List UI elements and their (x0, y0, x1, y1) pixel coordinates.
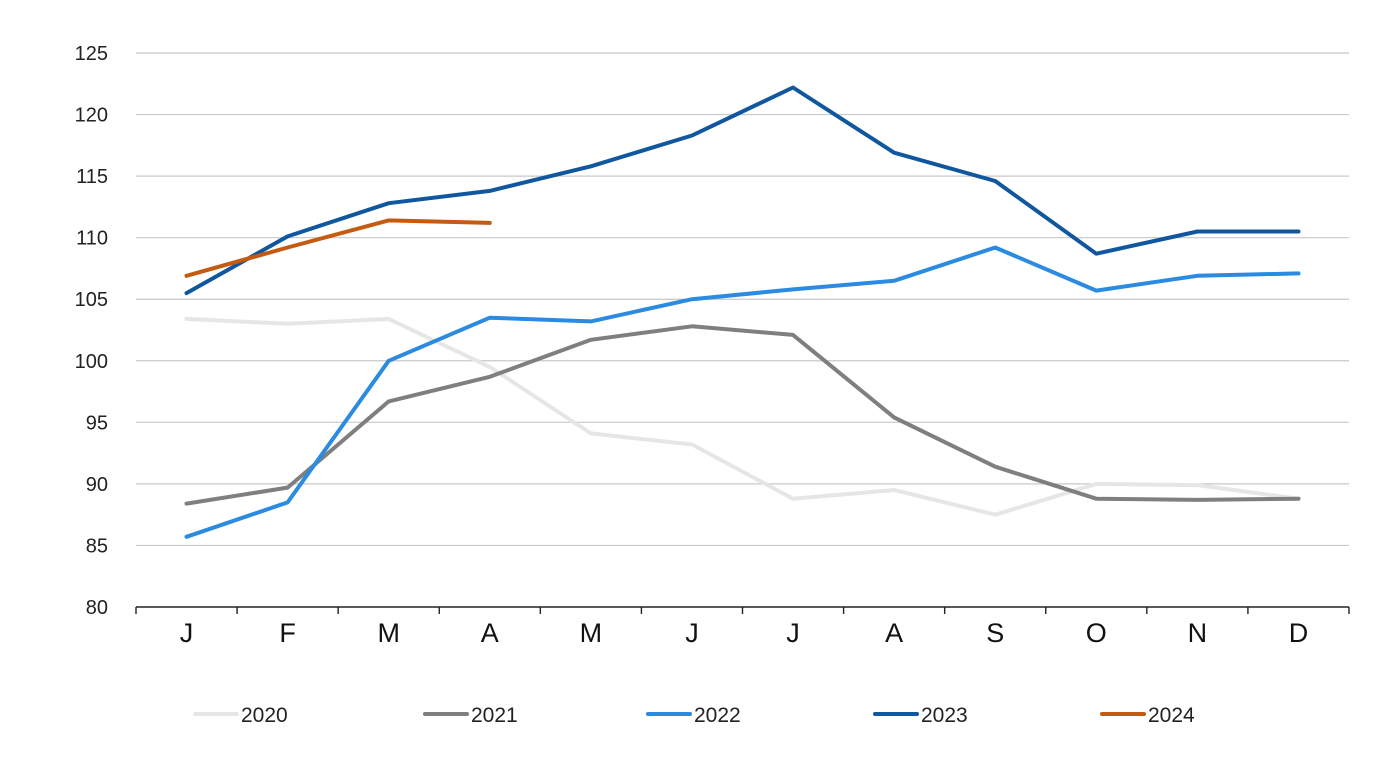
x-tick-label: J (685, 618, 699, 648)
x-tick-label: M (377, 618, 400, 648)
y-tick-label: 100 (75, 351, 108, 373)
legend-item-2023: 2023 (873, 704, 968, 727)
y-tick-label: 120 (75, 105, 108, 127)
legend-label: 2021 (471, 704, 518, 727)
x-tick-label: D (1289, 618, 1309, 648)
tick-labels: 80 85 90 95 100 105 110 115 120 125 J F M A M J J A S O N D (75, 43, 1309, 648)
x-tick-label: A (885, 618, 903, 648)
series-line-2024 (184, 218, 492, 278)
axes (135, 606, 1350, 614)
legend: 2020 2021 2022 2023 2024 (193, 704, 1195, 727)
legend-label: 2024 (1148, 704, 1195, 727)
legend-item-2021: 2021 (423, 704, 518, 727)
x-tick-label: F (279, 618, 296, 648)
legend-item-2020: 2020 (193, 704, 288, 727)
y-tick-label: 95 (86, 412, 108, 434)
x-tick-label: J (786, 618, 800, 648)
y-tick-label: 105 (75, 289, 108, 311)
y-tick-label: 80 (86, 597, 108, 619)
series-line-2022 (184, 245, 1301, 539)
series-line-2023 (184, 85, 1301, 296)
y-tick-label: 125 (75, 43, 108, 65)
legend-item-2024: 2024 (1100, 704, 1195, 727)
legend-label: 2022 (694, 704, 741, 727)
series-lines (184, 85, 1301, 539)
x-tick-label: O (1086, 618, 1107, 648)
y-tick-label: 85 (86, 535, 108, 557)
gridlines (136, 52, 1349, 547)
legend-label: 2023 (921, 704, 968, 727)
legend-item-2022: 2022 (646, 704, 741, 727)
x-tick-label: S (986, 618, 1004, 648)
x-tick-label: A (481, 618, 499, 648)
legend-label: 2020 (241, 704, 288, 727)
x-tick-label: J (180, 618, 194, 648)
series-line-2021 (184, 324, 1301, 506)
y-tick-label: 115 (76, 166, 108, 188)
y-tick-label: 110 (76, 228, 108, 250)
series-line-2020 (184, 316, 1301, 517)
x-tick-label: N (1188, 618, 1208, 648)
x-tick-label: M (580, 618, 603, 648)
y-tick-label: 90 (86, 474, 108, 496)
